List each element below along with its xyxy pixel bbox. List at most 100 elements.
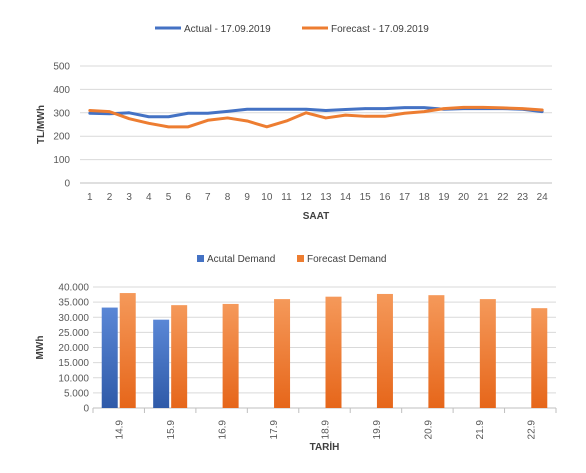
series-2-point bbox=[265, 125, 269, 129]
x-tick-label: 1 bbox=[87, 192, 93, 203]
series-2-point bbox=[206, 119, 210, 122]
x-tick-label: 18 bbox=[419, 192, 431, 203]
series-2-point bbox=[304, 111, 308, 115]
series-2-point bbox=[403, 112, 406, 115]
series-1-point bbox=[383, 107, 387, 110]
legend-label-2: Forecast Demand bbox=[307, 254, 386, 265]
x-tick-label: 19 bbox=[438, 192, 450, 203]
x-tick-label: 14.9 bbox=[115, 420, 126, 440]
y-axis-title: MWh bbox=[35, 336, 46, 360]
series-2-point bbox=[127, 117, 131, 120]
series-1-point bbox=[285, 108, 288, 111]
y-tick-label: 500 bbox=[53, 62, 70, 73]
series-1-point bbox=[304, 108, 308, 111]
x-tick-label: 4 bbox=[146, 192, 152, 203]
series-1-point bbox=[147, 115, 151, 118]
x-tick-label: 20 bbox=[458, 192, 470, 203]
series-1-point bbox=[127, 111, 131, 115]
x-tick-label: 5 bbox=[166, 192, 172, 203]
x-tick-label: 8 bbox=[225, 192, 231, 203]
bar-forecast bbox=[171, 305, 188, 408]
x-tick-label: 23 bbox=[517, 192, 529, 203]
x-tick-label: 2 bbox=[107, 192, 113, 203]
y-tick-label: 35.000 bbox=[58, 298, 89, 309]
y-tick-label: 40.000 bbox=[58, 283, 89, 294]
y-axis-title: TL/MWh bbox=[36, 105, 47, 144]
x-tick-label: 7 bbox=[205, 192, 211, 203]
series-2-point bbox=[167, 125, 170, 129]
legend-label-2: Forecast - 17.09.2019 bbox=[331, 24, 429, 35]
series-1-point bbox=[403, 106, 406, 109]
series-1-point bbox=[422, 106, 426, 109]
x-tick-label: 24 bbox=[537, 192, 549, 203]
series-1-point bbox=[226, 110, 229, 113]
series-2-point bbox=[501, 106, 505, 110]
series-1-point bbox=[265, 108, 269, 111]
y-tick-label: 15.000 bbox=[58, 358, 89, 369]
series-2-point bbox=[344, 113, 347, 117]
legend-label-1: Actual - 17.09.2019 bbox=[184, 24, 271, 35]
bar-forecast bbox=[428, 295, 445, 408]
legend-label-1: Acutal Demand bbox=[207, 254, 275, 265]
y-tick-label: 100 bbox=[53, 155, 70, 166]
x-axis-title: SAAT bbox=[303, 211, 329, 222]
daily-demand-bar-chart: Acutal Demand Forecast Demand 0 5.000 10.000… bbox=[35, 254, 557, 453]
x-axis-title: TARİH bbox=[310, 440, 340, 453]
x-tick-label: 14 bbox=[340, 192, 352, 203]
series-2-point bbox=[88, 109, 92, 112]
y-tick-label: 25.000 bbox=[58, 328, 89, 339]
x-tick-label: 3 bbox=[126, 192, 132, 203]
series-2-point bbox=[226, 116, 229, 120]
bar-forecast bbox=[479, 299, 496, 408]
hourly-price-line-chart: Actual - 17.09.2019 Forecast - 17.09.2019… bbox=[36, 24, 552, 222]
x-tick-label: 13 bbox=[320, 192, 332, 203]
y-tick-label: 20.000 bbox=[58, 343, 89, 354]
series-2-point bbox=[422, 110, 426, 113]
y-tick-label: 0 bbox=[64, 179, 70, 190]
series-2-point bbox=[324, 116, 328, 120]
y-tick-label: 30.000 bbox=[58, 313, 89, 324]
y-tick-label: 5.000 bbox=[64, 388, 89, 399]
x-tick-label: 16 bbox=[379, 192, 391, 203]
series-1-point bbox=[186, 112, 190, 115]
y-tick-label: 400 bbox=[53, 85, 70, 96]
bar-forecast bbox=[119, 293, 136, 408]
series-2-point bbox=[540, 108, 544, 112]
x-tick-label: 17 bbox=[399, 192, 411, 203]
x-tick-label: 19.9 bbox=[372, 420, 383, 440]
series-2-point bbox=[383, 115, 387, 118]
legend-swatch-2 bbox=[297, 255, 304, 262]
y-tick-label: 300 bbox=[53, 108, 70, 119]
series-2-point bbox=[363, 115, 367, 118]
bar-forecast bbox=[222, 303, 239, 408]
legend-swatch-1 bbox=[197, 255, 204, 262]
series-1-point bbox=[245, 108, 249, 111]
y-tick-label: 10.000 bbox=[58, 373, 89, 384]
bar-actual bbox=[153, 319, 170, 408]
x-tick-label: 20.9 bbox=[423, 420, 434, 440]
series-1-point bbox=[167, 115, 170, 118]
series-2-point bbox=[285, 119, 288, 123]
series-line-2 bbox=[88, 105, 544, 129]
x-tick-label: 21 bbox=[478, 192, 490, 203]
series-2-point bbox=[186, 125, 190, 129]
series-1-point bbox=[363, 107, 367, 110]
bar-forecast bbox=[531, 308, 548, 408]
series-2-point bbox=[147, 122, 151, 125]
y-tick-label: 200 bbox=[53, 132, 70, 143]
series-2-point bbox=[481, 106, 485, 109]
x-tick-label: 16.9 bbox=[218, 420, 229, 440]
series-1-point bbox=[206, 112, 210, 115]
bar-forecast bbox=[274, 299, 291, 408]
x-tick-label: 17.9 bbox=[269, 420, 280, 440]
bar-forecast bbox=[325, 296, 342, 408]
x-tick-label: 22.9 bbox=[526, 420, 537, 440]
x-tick-label: 15.9 bbox=[166, 420, 177, 440]
x-tick-label: 11 bbox=[281, 192, 292, 203]
x-tick-label: 6 bbox=[185, 192, 191, 203]
series-1-point bbox=[88, 112, 92, 115]
series-2-point bbox=[245, 119, 249, 123]
x-tick-label: 22 bbox=[497, 192, 509, 203]
series-2-point bbox=[108, 110, 111, 113]
